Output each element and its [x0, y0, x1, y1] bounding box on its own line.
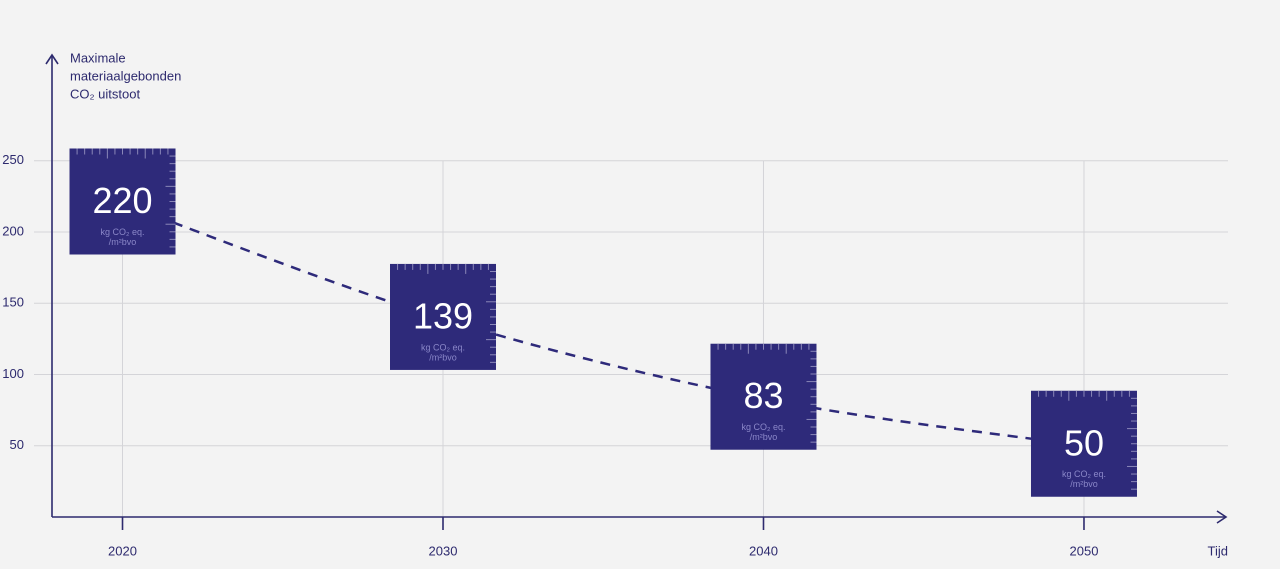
value-unit: /m²bvo	[1070, 479, 1098, 489]
value-unit: /m²bvo	[750, 432, 778, 442]
value-unit: kg CO₂ eq.	[741, 422, 785, 432]
x-tick-label: 2020	[108, 543, 137, 558]
data-box	[390, 263, 496, 370]
value-box: 220 kg CO₂ eq./m²bvo	[69, 148, 176, 255]
value-unit: kg CO₂ eq.	[101, 227, 145, 237]
y-tick-label: 50	[10, 437, 24, 452]
grid	[34, 160, 1228, 517]
value-unit: /m²bvo	[429, 352, 457, 362]
value-label: 50	[1064, 422, 1104, 463]
value-box: 50 kg CO₂ eq./m²bvo	[1030, 390, 1137, 497]
x-tick-label: 2050	[1070, 543, 1099, 558]
value-label: 220	[92, 180, 152, 221]
y-axis-arrow	[45, 53, 59, 65]
value-unit: kg CO₂ eq.	[1062, 469, 1106, 479]
x-axis-arrow	[1216, 510, 1228, 524]
y-tick-label: 250	[2, 152, 24, 167]
y-tick-label: 200	[2, 223, 24, 238]
data-box	[710, 343, 817, 450]
y-axis-label: CO₂ uitstoot	[70, 86, 140, 101]
value-unit: /m²bvo	[109, 237, 137, 247]
x-tick-label: 2030	[429, 543, 458, 558]
trend-line	[122, 202, 1085, 447]
value-label: 139	[413, 295, 473, 336]
data-box	[69, 148, 176, 255]
value-box: 83 kg CO₂ eq./m²bvo	[710, 343, 817, 450]
value-unit: kg CO₂ eq.	[421, 342, 465, 352]
value-box: 139 kg CO₂ eq./m²bvo	[390, 263, 496, 370]
value-label: 83	[743, 375, 783, 416]
x-axis-label: Tijd	[1208, 543, 1228, 558]
y-tick-label: 100	[2, 366, 24, 381]
y-axis-label: Maximale	[70, 50, 126, 65]
y-axis-label: materiaalgebonden	[70, 68, 181, 83]
x-tick-label: 2040	[749, 543, 778, 558]
y-tick-label: 150	[2, 295, 24, 310]
data-box	[1030, 390, 1137, 497]
axes: Maximale materiaalgebonden CO₂ uitstoot …	[2, 50, 1228, 558]
